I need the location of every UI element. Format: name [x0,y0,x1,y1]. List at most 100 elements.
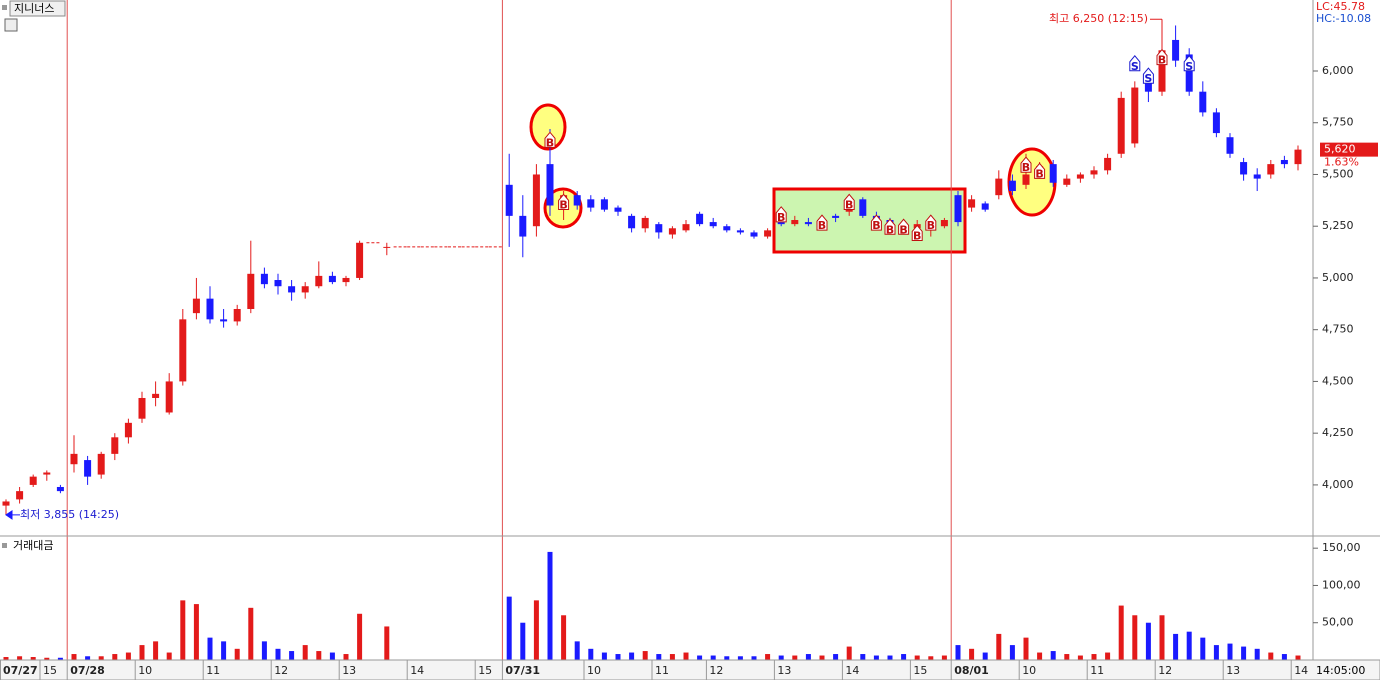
volume-bar [1241,646,1247,660]
signal-label: B [546,136,554,149]
candle-body [532,174,540,227]
candle-body [981,203,989,210]
volume-bar [261,641,267,660]
volume-bar [85,656,91,660]
volume-bar [792,655,798,660]
candle-body [614,207,622,212]
candle-body [1117,97,1125,154]
candle-body [342,277,350,283]
volume-bar [1213,645,1219,660]
signal-marker [1156,48,1168,66]
candle-body [1280,159,1288,165]
volume-bar [846,646,852,660]
volume-bar [561,615,567,660]
volume-bar [302,645,308,660]
candle-body [233,308,241,322]
candle-body [968,199,976,208]
x-tick-label: 12 [709,664,723,677]
signal-marker [775,206,787,223]
candle-body [1063,178,1071,185]
y-tick-label: 100,00 [1322,578,1361,591]
y-tick-label: 6,000 [1322,64,1354,77]
volume-bar [1159,615,1165,660]
signal-label: S [1185,60,1193,73]
candle-body [750,232,758,237]
highlight-box [772,187,967,254]
x-tick-label: 11 [1090,664,1104,677]
volume-bar [57,657,63,660]
volume-bar [71,654,77,660]
y-tick-label: 4,000 [1322,478,1354,491]
volume-bar [941,655,947,660]
signal-marker [1034,162,1046,179]
x-tick-label: 15 [913,664,927,677]
x-tick-label: 15 [43,664,57,677]
volume-bar [248,607,254,660]
volume-bar [1023,637,1029,660]
signal-marker [898,218,910,235]
volume-bar [629,652,635,660]
candle-body [43,472,51,475]
volume-bar [873,655,879,660]
candle-body [1294,149,1302,165]
volume-bar [125,652,131,660]
volume-bar [180,600,186,660]
signal-marker [816,214,828,231]
icon[interactable] [4,18,18,32]
x-tick-label: 13 [777,664,791,677]
signal-marker [1183,54,1195,72]
candle-body [1226,137,1234,154]
low-pointer [5,509,20,520]
candle-body [315,275,323,287]
volume-bar [44,657,50,660]
volume-bar [98,656,104,660]
candle-body [1131,87,1139,144]
candle-body [179,319,187,382]
indicator: LC:45.78 [1316,0,1365,13]
candle-body [1076,174,1084,179]
x-tick-label: 07/28 [70,664,105,677]
volume-bar [275,648,281,660]
volume-bar [1037,652,1043,660]
volume-bar [982,652,988,660]
volume-bar [30,657,36,660]
candle-body [383,246,391,248]
volume-bar [520,622,526,660]
y-tick-label: 4,500 [1322,374,1354,387]
candle-body [1008,180,1016,192]
candle-body [1104,157,1112,171]
candle-body [29,476,37,485]
volume-bar [710,655,716,660]
candle-body [668,228,676,235]
candle-body [682,224,690,231]
y-tick-label: 5,500 [1322,167,1354,180]
volume-bar [1281,654,1287,660]
candle-body [192,298,200,314]
volume-bar [207,637,213,660]
candle-body [1212,112,1220,134]
signal-label: B [913,229,921,242]
candle-body [220,319,228,322]
signal-label: B [886,223,894,236]
signal-marker [1129,54,1141,72]
volume-bar [221,641,227,660]
volume-bar [1118,605,1124,660]
candle-body [573,195,581,206]
candle-body [97,453,105,475]
volume-bar [1064,654,1070,660]
candle-body [546,164,554,206]
volume-bar [1268,652,1274,660]
candle-body [328,275,336,283]
volume-bar [615,654,621,660]
candle-body [1253,174,1261,179]
candle-body [1267,164,1275,175]
volume-bar [901,654,907,660]
volume-bar [316,651,322,660]
signal-marker [870,214,882,231]
volume-bar [506,596,512,660]
volume-bar [1105,652,1111,660]
indicator: HC:-10.08 [1316,12,1371,25]
candle-body [777,222,785,225]
